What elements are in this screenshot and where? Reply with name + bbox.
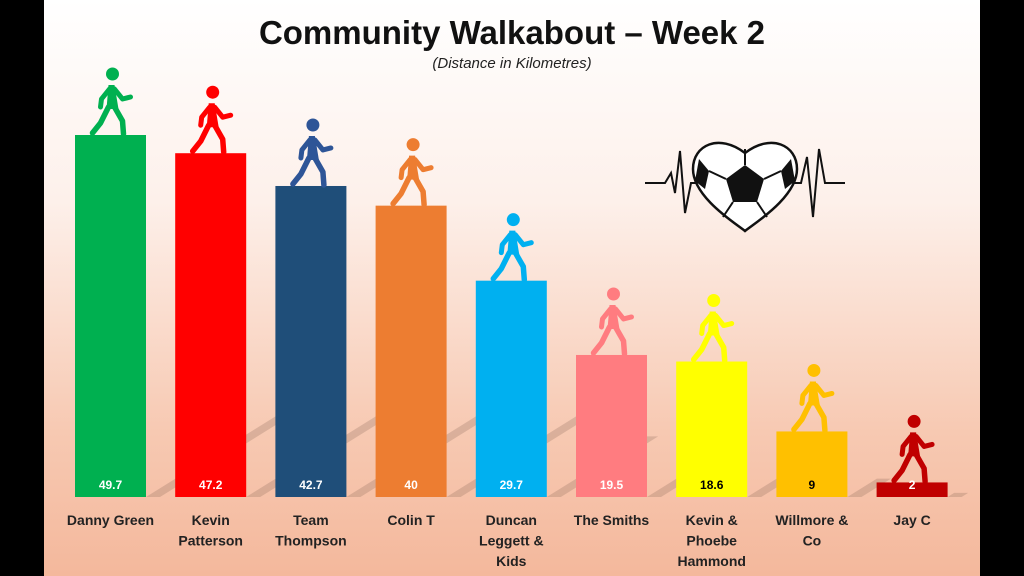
category-label: Kevin Patterson xyxy=(178,512,243,549)
walking-person-icon xyxy=(89,67,133,137)
walking-person-icon xyxy=(290,118,334,188)
value-label: 2 xyxy=(909,478,916,492)
bar xyxy=(275,185,347,498)
walker-figures xyxy=(89,67,935,485)
category-label: Colin T xyxy=(387,512,435,528)
walking-person-icon xyxy=(590,287,634,357)
category-label: Duncan Leggett & Kids xyxy=(479,512,544,569)
value-label: 49.7 xyxy=(99,478,123,492)
value-label: 47.2 xyxy=(199,478,223,492)
ball-seams xyxy=(708,149,782,218)
category-label: Jay C xyxy=(893,512,930,528)
bar xyxy=(175,153,247,497)
category-label: Danny Green xyxy=(67,512,154,528)
walking-person-icon xyxy=(690,294,735,364)
bar xyxy=(876,482,948,497)
heartbeat-line-right xyxy=(793,148,845,218)
value-label: 29.7 xyxy=(500,478,524,492)
bars xyxy=(75,135,948,498)
bar xyxy=(475,280,547,497)
category-label: Kevin & Phoebe Hammond xyxy=(677,512,745,569)
value-label: 9 xyxy=(809,478,816,492)
category-label: Willmore & Co xyxy=(775,512,848,549)
bar xyxy=(375,205,447,497)
chart-title: Community Walkabout – Week 2 xyxy=(259,14,765,51)
chart-subtitle: (Distance in Kilometres) xyxy=(432,55,591,72)
bar xyxy=(576,354,647,497)
value-label: 19.5 xyxy=(600,478,624,492)
ball-patch-right xyxy=(781,159,795,189)
value-label: 40 xyxy=(404,478,418,492)
walking-person-icon xyxy=(490,213,534,283)
category-label: Team Thompson xyxy=(275,512,347,549)
bar xyxy=(75,135,146,497)
value-label: 18.6 xyxy=(700,478,724,492)
ball-patch-left xyxy=(695,159,709,189)
value-label: 42.7 xyxy=(299,478,323,492)
category-labels: Danny Green Kevin Patterson Team Thompson Col… xyxy=(67,512,931,569)
heartbeat-line xyxy=(645,150,697,214)
category-label: The Smiths xyxy=(574,512,650,528)
bar xyxy=(776,431,848,497)
walking-person-icon xyxy=(189,85,234,155)
bar-shadow xyxy=(947,492,969,497)
walking-person-icon xyxy=(390,138,434,208)
value-labels: 49.7 47.2 42.7 40 29.7 19.5 18.6 9 2 xyxy=(99,478,916,492)
walking-person-icon xyxy=(791,363,835,434)
bar xyxy=(676,361,748,497)
ball-pentagon xyxy=(726,165,764,202)
soccer-heart-icon xyxy=(645,141,845,233)
walking-person-icon xyxy=(891,414,935,485)
